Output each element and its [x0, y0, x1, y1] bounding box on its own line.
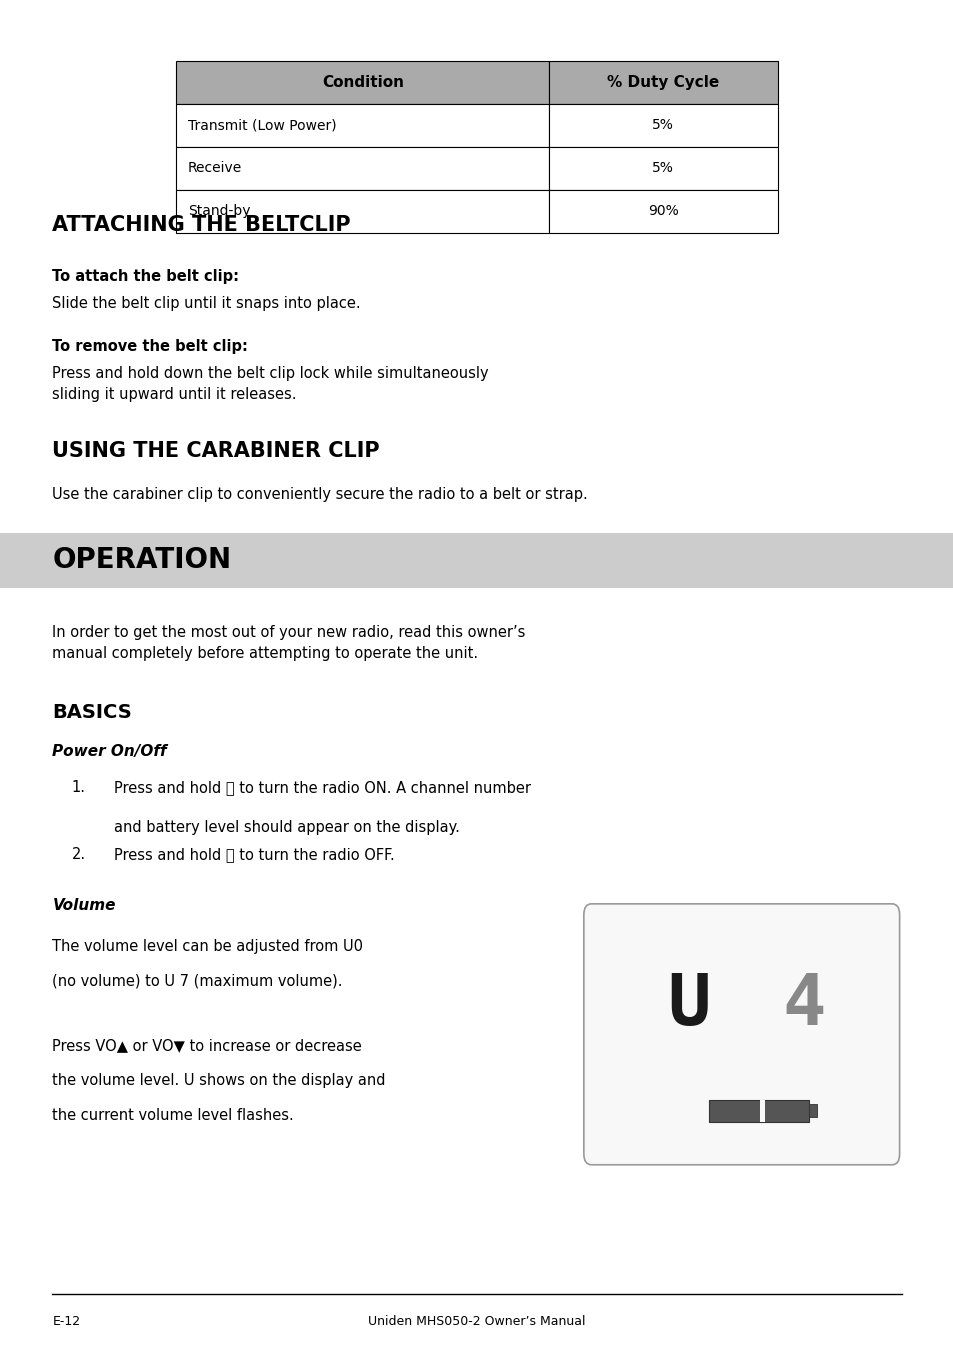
- Text: Volume: Volume: [52, 898, 116, 913]
- Bar: [176, 61, 549, 104]
- Bar: [760, 1100, 764, 1122]
- Text: BASICS: BASICS: [52, 703, 132, 722]
- Text: Use the carabiner clip to conveniently secure the radio to a belt or strap.: Use the carabiner clip to conveniently s…: [52, 487, 588, 502]
- Text: U: U: [667, 971, 710, 1040]
- Text: the current volume level flashes.: the current volume level flashes.: [52, 1108, 294, 1123]
- Text: 5%: 5%: [652, 161, 674, 175]
- Bar: [549, 147, 777, 190]
- Text: Slide the belt clip until it snaps into place.: Slide the belt clip until it snaps into …: [52, 296, 361, 311]
- Text: To remove the belt clip:: To remove the belt clip:: [52, 339, 248, 354]
- Bar: [0, 533, 953, 588]
- Bar: [176, 190, 549, 233]
- Text: Stand-by: Stand-by: [188, 204, 251, 218]
- Text: OPERATION: OPERATION: [52, 546, 232, 574]
- Bar: [549, 190, 777, 233]
- Text: Press and hold ⏻ to turn the radio OFF.: Press and hold ⏻ to turn the radio OFF.: [114, 847, 395, 862]
- Text: Press and hold ⏻ to turn the radio ON. A channel number: Press and hold ⏻ to turn the radio ON. A…: [114, 780, 531, 795]
- Text: E-12: E-12: [52, 1315, 80, 1329]
- Text: Transmit (Low Power): Transmit (Low Power): [188, 118, 336, 132]
- Bar: [549, 61, 777, 104]
- Bar: [708, 1100, 808, 1122]
- Bar: [176, 104, 549, 147]
- Text: In order to get the most out of your new radio, read this owner’s
manual complet: In order to get the most out of your new…: [52, 625, 525, 662]
- Text: 2.: 2.: [71, 847, 86, 862]
- Text: 4: 4: [781, 971, 824, 1040]
- Text: Power On/Off: Power On/Off: [52, 744, 167, 759]
- Text: Condition: Condition: [321, 74, 403, 90]
- Text: To attach the belt clip:: To attach the belt clip:: [52, 269, 239, 284]
- Text: The volume level can be adjusted from U0: The volume level can be adjusted from U0: [52, 939, 363, 954]
- Bar: [176, 147, 549, 190]
- Text: % Duty Cycle: % Duty Cycle: [606, 74, 719, 90]
- Text: Press and hold down the belt clip lock while simultaneously
sliding it upward un: Press and hold down the belt clip lock w…: [52, 366, 489, 402]
- Text: 90%: 90%: [647, 204, 678, 218]
- Text: Press VO▲ or VO▼ to increase or decrease: Press VO▲ or VO▼ to increase or decrease: [52, 1038, 362, 1053]
- Text: USING THE CARABINER CLIP: USING THE CARABINER CLIP: [52, 441, 379, 461]
- Text: 5%: 5%: [652, 118, 674, 132]
- Text: ATTACHING THE BELTCLIP: ATTACHING THE BELTCLIP: [52, 215, 351, 235]
- Bar: [549, 104, 777, 147]
- Text: Receive: Receive: [188, 161, 242, 175]
- Text: 1.: 1.: [71, 780, 86, 795]
- FancyBboxPatch shape: [583, 904, 899, 1165]
- Bar: [808, 1104, 817, 1118]
- Text: the volume level. U shows on the display and: the volume level. U shows on the display…: [52, 1073, 386, 1088]
- Text: Uniden MHS050-2 Owner’s Manual: Uniden MHS050-2 Owner’s Manual: [368, 1315, 585, 1329]
- Text: and battery level should appear on the display.: and battery level should appear on the d…: [114, 820, 460, 835]
- Text: (no volume) to U 7 (maximum volume).: (no volume) to U 7 (maximum volume).: [52, 974, 343, 989]
